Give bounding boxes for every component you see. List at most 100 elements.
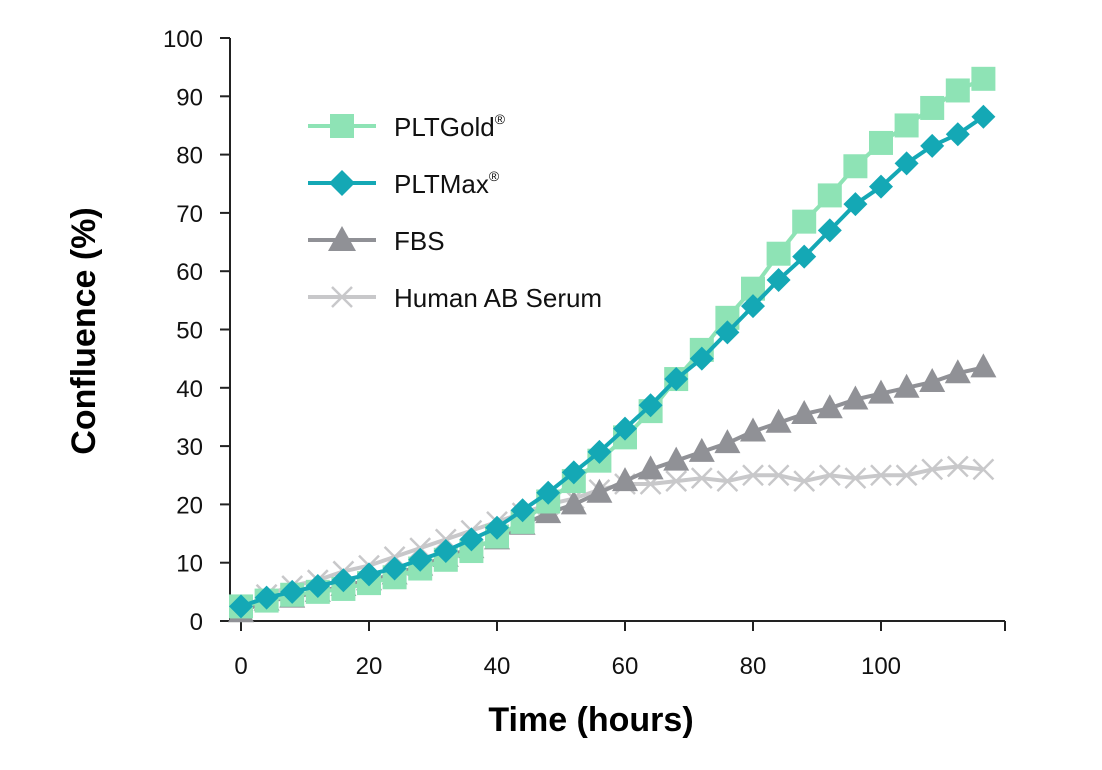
x-tick-label: 100 — [861, 653, 901, 680]
svg-text:PLTGold®: PLTGold® — [394, 111, 506, 142]
data-point-pltmax — [766, 267, 791, 292]
legend-triangle-marker — [328, 226, 356, 251]
data-point-fbs — [663, 446, 690, 471]
data-point-pltmax — [945, 122, 970, 147]
data-point-pltgold — [817, 183, 842, 208]
y-tick-label: 20 — [176, 492, 203, 519]
data-point-fbs — [791, 400, 818, 425]
x-ticks: 0 20 40 60 80 100 — [234, 621, 901, 680]
data-point-fbs — [919, 367, 946, 392]
data-point-pltmax — [510, 498, 535, 523]
series-pltgold — [229, 66, 996, 619]
data-point-fbs — [560, 490, 587, 515]
data-point-fbs — [586, 478, 613, 503]
data-point-human-ab-serum — [742, 464, 764, 487]
y-tick-label: 100 — [163, 26, 203, 53]
data-point-pltmax — [869, 174, 893, 199]
y-ticks: 0 10 20 30 40 50 60 70 80 90 100 — [163, 26, 230, 636]
legend-label-pltgold: PLTGold — [394, 112, 495, 142]
legend-item-human-ab-serum: Human AB Serum — [308, 283, 602, 313]
svg-text:PLTMax®: PLTMax® — [394, 168, 500, 199]
legend-item-fbs: FBS — [308, 226, 445, 256]
series-line-fbs — [240, 365, 984, 615]
data-point-human-ab-serum — [793, 470, 816, 492]
data-point-pltgold — [843, 154, 868, 179]
data-point-fbs — [970, 353, 997, 378]
data-point-pltmax — [971, 104, 996, 129]
y-axis-title: Confluence (%) — [65, 207, 103, 454]
data-point-pltmax — [433, 539, 458, 564]
y-tick-label: 10 — [176, 551, 203, 578]
data-point-pltmax — [587, 439, 612, 464]
data-point-fbs — [612, 467, 638, 492]
legend-item-pltgold: PLTGold® — [308, 111, 506, 142]
data-point-pltmax — [843, 192, 868, 217]
legend-diamond-marker — [329, 170, 355, 196]
x-tick-label: 60 — [612, 653, 639, 680]
data-point-pltmax — [792, 244, 817, 269]
data-point-pltgold — [945, 78, 970, 103]
legend-sup-pltmax: ® — [489, 168, 500, 184]
data-point-pltmax — [382, 556, 407, 581]
y-tick-label: 80 — [176, 143, 203, 170]
data-point-pltmax — [817, 218, 842, 243]
data-point-human-ab-serum — [665, 470, 688, 492]
data-point-human-ab-serum — [690, 467, 713, 490]
data-point-pltmax — [638, 393, 663, 418]
series-line-pltmax — [240, 115, 985, 609]
data-point-pltgold — [792, 209, 817, 234]
data-point-pltmax — [613, 416, 637, 441]
legend-x-marker — [331, 286, 353, 308]
data-point-human-ab-serum — [921, 458, 944, 481]
series-layer — [228, 66, 997, 623]
data-point-fbs — [688, 437, 715, 462]
data-point-pltgold — [920, 95, 945, 120]
x-axis-title: Time (hours) — [488, 701, 693, 739]
legend-label-human-ab-serum: Human AB Serum — [394, 283, 602, 313]
data-point-pltmax — [920, 133, 945, 158]
legend-item-pltmax: PLTMax® — [308, 168, 500, 199]
x-tick-label: 0 — [234, 653, 247, 680]
data-point-pltgold — [971, 66, 996, 91]
series-line-pltgold — [240, 76, 985, 609]
data-point-pltmax — [715, 320, 740, 345]
data-point-pltmax — [485, 515, 509, 540]
data-point-fbs — [765, 408, 792, 433]
legend-label-pltmax: PLTMax — [394, 169, 489, 199]
data-point-human-ab-serum — [870, 464, 892, 487]
data-point-pltmax — [459, 527, 484, 552]
data-point-fbs — [714, 429, 741, 454]
y-tick-label: 40 — [176, 376, 203, 403]
legend-sup-pltgold: ® — [495, 111, 506, 127]
data-point-fbs — [944, 359, 971, 384]
data-point-human-ab-serum — [946, 455, 969, 478]
y-tick-label: 90 — [176, 84, 203, 111]
data-point-pltmax — [331, 568, 356, 593]
data-point-human-ab-serum — [972, 458, 995, 481]
data-point-human-ab-serum — [818, 464, 841, 487]
data-point-pltmax — [741, 294, 765, 319]
data-point-pltmax — [664, 367, 689, 392]
data-point-human-ab-serum — [716, 470, 739, 492]
data-point-fbs — [842, 385, 869, 410]
y-tick-label: 50 — [176, 318, 203, 345]
data-point-human-ab-serum — [844, 467, 867, 490]
data-point-pltmax — [894, 151, 919, 176]
data-point-fbs — [637, 455, 664, 480]
y-tick-label: 0 — [190, 609, 203, 636]
x-tick-label: 80 — [740, 653, 767, 680]
legend-label-fbs: FBS — [394, 226, 445, 256]
data-point-human-ab-serum — [895, 464, 918, 487]
data-point-pltmax — [305, 574, 330, 599]
y-tick-label: 70 — [176, 201, 203, 228]
y-tick-label: 30 — [176, 434, 203, 461]
data-point-human-ab-serum — [767, 464, 790, 487]
data-point-pltmax — [229, 594, 253, 619]
data-point-pltmax — [357, 562, 381, 587]
data-point-pltmax — [254, 585, 279, 610]
data-point-pltmax — [408, 547, 433, 572]
data-point-fbs — [868, 379, 894, 404]
data-point-fbs — [816, 394, 843, 419]
y-tick-label: 60 — [176, 259, 203, 286]
